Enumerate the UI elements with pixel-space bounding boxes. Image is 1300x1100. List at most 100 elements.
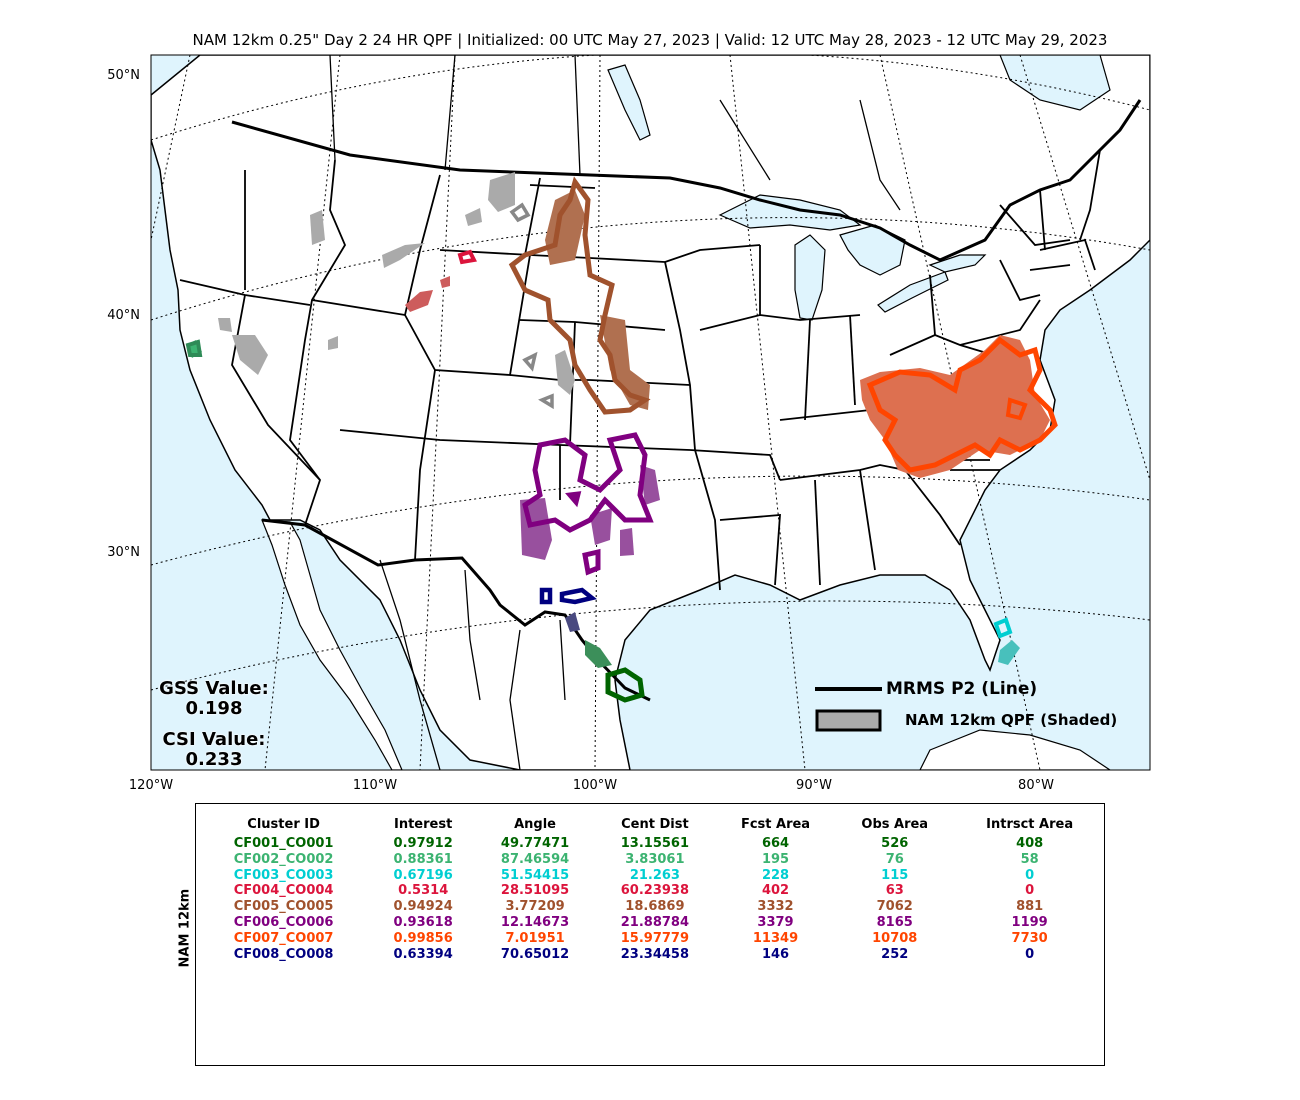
table-cell: 0.5314: [398, 883, 449, 899]
table-cell: 402: [761, 883, 790, 899]
table-cell: 10708: [872, 930, 918, 946]
table-row: CF001_CO001 0.97912 49.77471 13.15561 664 526…: [196, 836, 1106, 852]
lon-label-80w: 80°W: [1018, 778, 1054, 793]
obs-purple-1: [522, 432, 654, 533]
table-cell: 23.34458: [620, 946, 690, 962]
observed-outlines: [185, 176, 1058, 703]
obs-orange-1: [866, 336, 1058, 473]
table-cell: 0.93618: [393, 914, 453, 930]
fcst-gray-4: [382, 243, 425, 268]
lat-label-30: 30°N: [107, 545, 140, 560]
table-cell: 3.83061: [625, 851, 685, 867]
table-cell: 3379: [757, 914, 794, 930]
table-cell: 58: [1020, 851, 1039, 867]
lon-label-110w: 110°W: [352, 778, 398, 793]
table-cell: 15.97779: [620, 930, 690, 946]
table-cell: 7730: [1011, 930, 1048, 946]
table-cell: 0.63394: [393, 946, 453, 962]
table-cell: 12.14673: [500, 914, 570, 930]
land-baja: [261, 519, 403, 770]
table-cell: 195: [761, 851, 790, 867]
obs-navy-2: [559, 587, 598, 605]
table-cell: 51.54415: [500, 867, 570, 883]
table-row: CF007_CO007 0.99856 7.01951 15.97779 11349 10…: [196, 931, 1106, 947]
obs-crimson-1: [457, 249, 477, 265]
table-cell: 1199: [1011, 914, 1048, 930]
lake-ontario: [928, 254, 987, 273]
table-side-label: NAM 12km: [177, 888, 193, 968]
fcst-gray-8: [555, 350, 575, 395]
obs-orange-2: [1005, 397, 1028, 421]
obs-purple-2: [582, 548, 601, 576]
table-cell: 63: [885, 883, 904, 899]
table-cell: 49.77471: [500, 836, 570, 851]
fcst-purple-3: [620, 528, 634, 556]
land-cuba: [919, 729, 1112, 770]
table-cell: CF007_CO007: [233, 930, 334, 946]
table-cell: 28.51095: [500, 883, 570, 899]
obs-gray-1: [509, 202, 531, 223]
table-cell: 60.23938: [620, 883, 690, 899]
table-row: CF008_CO008 0.63394 70.65012 23.34458 146 252…: [196, 947, 1106, 963]
lake-superior: [718, 194, 862, 231]
obs-purple-3: [565, 491, 582, 508]
legend-obs-label: MRMS P2 (Line): [886, 679, 1038, 699]
land-north-america: [151, 55, 1150, 770]
table-row: CF003_CO003 0.67196 51.54415 21.263 228 115 0: [196, 868, 1106, 884]
csi-value: 0.233: [185, 749, 243, 770]
obs-darkgreen-1: [605, 667, 645, 703]
fcst-gray-2: [310, 210, 325, 245]
cluster-stats-panel: Cluster ID Interest Angle Cent Dist Fcst…: [195, 803, 1105, 1066]
table-cell: 252: [881, 946, 909, 962]
fcst-gray-1: [488, 172, 515, 212]
legend-fcst-label: NAM 12km QPF (Shaded): [905, 711, 1118, 729]
table-row: CF004_CO004 0.5314 28.51095 60.23938 402 63 0: [196, 883, 1106, 899]
table-cell: 0.67196: [393, 867, 453, 883]
table-cell: CF005_CO005: [233, 899, 334, 915]
table-cell: 70.65012: [500, 946, 570, 962]
header-angle: Angle: [514, 816, 557, 832]
obs-navy-1: [539, 587, 553, 605]
lon-label-90w: 90°W: [796, 778, 832, 793]
lat-label-50: 50°N: [107, 68, 140, 83]
fcst-green-1: [585, 640, 612, 668]
table-row: CF005_CO005 0.94924 3.77209 18.6869 3332 7062…: [196, 899, 1106, 915]
table-cell: 228: [761, 867, 790, 883]
obs-gray-3: [538, 393, 554, 410]
table-cell: 664: [761, 836, 790, 851]
table-row: CF002_CO002 0.88361 87.46594 3.83061 195 76 58: [196, 852, 1106, 868]
table-cell: 87.46594: [500, 851, 570, 867]
table-cell: 13.15561: [620, 836, 690, 851]
table-cell: 0.97912: [393, 836, 453, 851]
table-cell: CF003_CO003: [233, 867, 334, 883]
fcst-gray-3: [465, 208, 482, 226]
table-cell: 146: [761, 946, 790, 962]
table-cell: 3.77209: [505, 899, 565, 915]
header-cluster-id: Cluster ID: [247, 816, 320, 832]
hudson-bay-edge: [999, 55, 1111, 111]
table-cell: 0.88361: [393, 851, 453, 867]
province-boundaries: [329, 55, 901, 770]
table-cell: 8165: [876, 914, 913, 930]
table-cell: 0.99856: [393, 930, 453, 946]
table-cell: 526: [881, 836, 909, 851]
table-cell: 0.94924: [393, 899, 453, 915]
table-cell: 18.6869: [625, 899, 685, 915]
csi-label: CSI Value:: [162, 729, 266, 750]
cluster-stats-table: Cluster ID Interest Angle Cent Dist Fcst…: [196, 816, 1106, 962]
lon-label-120w: 120°W: [128, 778, 174, 793]
gss-label: GSS Value:: [159, 678, 269, 699]
table-cell: 0: [1025, 883, 1035, 899]
table-cell: 7062: [876, 899, 913, 915]
table-cell: 7.01951: [505, 930, 565, 946]
us-canada-border: [231, 99, 1142, 262]
table-cell: CF002_CO002: [233, 851, 334, 867]
fcst-purple-2: [590, 508, 612, 545]
legend-fcst-swatch: [815, 709, 882, 732]
gss-value: 0.198: [185, 698, 243, 719]
header-cent-dist: Cent Dist: [621, 816, 689, 832]
table-cell: 11349: [752, 930, 799, 946]
obs-gray-2: [522, 351, 538, 372]
table-cell: 881: [1016, 899, 1044, 915]
lon-label-100w: 100°W: [572, 778, 618, 793]
